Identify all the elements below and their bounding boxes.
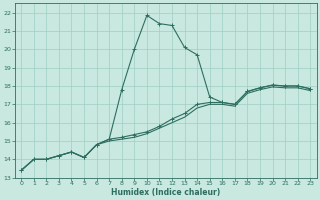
X-axis label: Humidex (Indice chaleur): Humidex (Indice chaleur) bbox=[111, 188, 220, 197]
